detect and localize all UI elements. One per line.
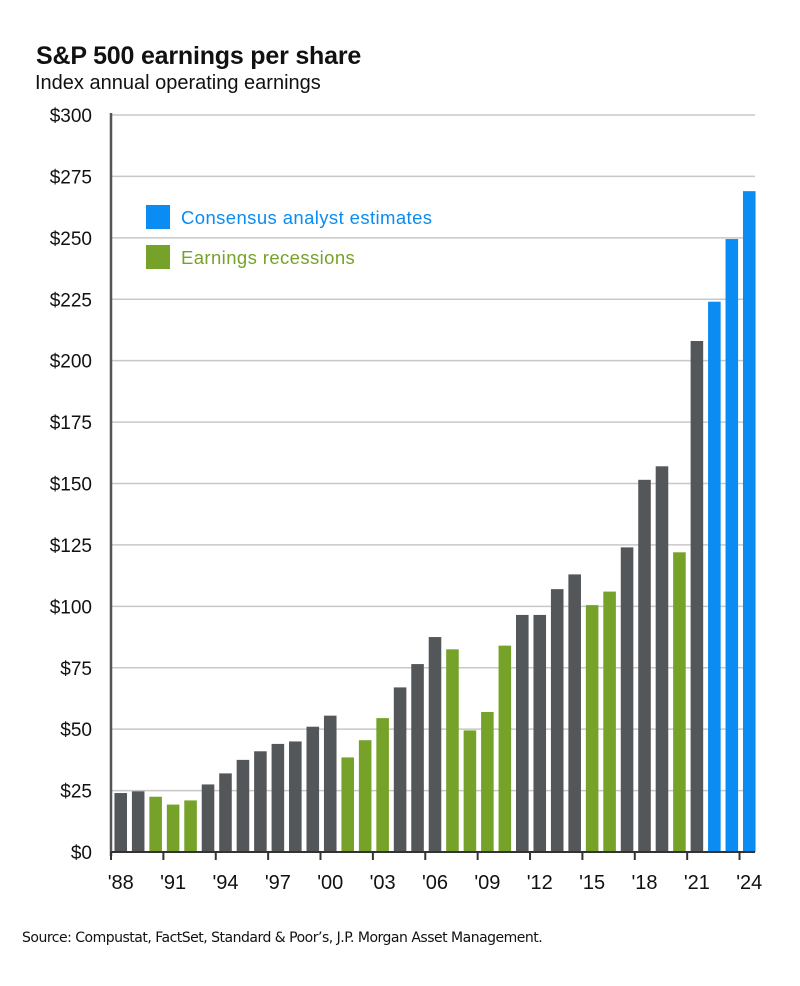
x-tick-label: '15 xyxy=(579,872,605,894)
x-tick-label: '94 xyxy=(212,872,238,894)
bar-2000 xyxy=(323,715,337,852)
bar-1999 xyxy=(306,726,320,852)
x-tick-label: '06 xyxy=(422,872,448,894)
bar-2015 xyxy=(585,605,599,852)
y-tick-label: $25 xyxy=(60,782,92,803)
bar-2012 xyxy=(533,614,547,852)
bar-1989 xyxy=(131,791,145,852)
bar-2020 xyxy=(673,552,686,852)
bar-2010 xyxy=(498,645,512,852)
x-tick-label: '00 xyxy=(317,872,343,894)
bar-2006 xyxy=(428,637,442,852)
y-tick-label: $150 xyxy=(50,475,92,496)
y-tick-label: $50 xyxy=(60,720,92,741)
bar-2011 xyxy=(516,614,529,852)
bar-1988 xyxy=(114,793,128,852)
bar-2022 xyxy=(708,301,721,853)
bar-1993 xyxy=(201,784,215,852)
x-tick-label: '97 xyxy=(265,872,291,894)
bar-1998 xyxy=(289,741,302,852)
bars xyxy=(114,191,756,853)
x-tick-label: '91 xyxy=(160,872,186,894)
bar-1995 xyxy=(236,759,250,853)
y-tick-label: $250 xyxy=(50,229,92,250)
y-tick-label: $225 xyxy=(50,290,92,311)
bar-2017 xyxy=(620,547,634,852)
legend-label-recessions: Earnings recessions xyxy=(181,247,355,268)
bar-1996 xyxy=(254,751,267,852)
x-tick-label: '09 xyxy=(474,872,500,894)
y-tick-label: $100 xyxy=(50,597,92,618)
chart-subtitle: Index annual operating earnings xyxy=(35,72,321,94)
bar-2023 xyxy=(725,239,739,852)
x-tick-label: '03 xyxy=(370,872,396,894)
x-axis-ticks: '88 '91 '94 '97 '00 '03 '06 '09 '12 '15 '18 '21 '24 xyxy=(108,852,762,894)
bar-2013 xyxy=(550,589,564,852)
legend: Consensus analyst estimates Earnings rec… xyxy=(146,205,432,269)
bar-2014 xyxy=(568,574,581,852)
bar-2002 xyxy=(358,740,372,852)
bar-2005 xyxy=(411,664,424,852)
bar-1994 xyxy=(219,773,232,852)
bar-2016 xyxy=(603,591,616,852)
bar-2007 xyxy=(446,649,459,852)
bar-1990 xyxy=(149,796,162,852)
x-tick-label: '21 xyxy=(684,872,710,894)
eps-bar-chart: $0 $25 $50 $75 $100 $125 $150 $175 $200 $225 $250 $… xyxy=(50,106,763,894)
bar-2021 xyxy=(690,341,704,852)
bar-2024 xyxy=(742,191,756,852)
y-tick-label: $125 xyxy=(50,536,92,557)
y-tick-label: $300 xyxy=(50,106,92,127)
bar-2018 xyxy=(638,479,651,852)
x-tick-label: '18 xyxy=(631,872,657,894)
y-tick-label: $75 xyxy=(60,659,92,680)
bar-2009 xyxy=(481,711,494,852)
legend-label-estimates: Consensus analyst estimates xyxy=(181,207,432,228)
bar-2001 xyxy=(341,757,354,852)
bar-2008 xyxy=(463,730,477,852)
legend-swatch-recessions xyxy=(146,245,170,269)
x-tick-label: '24 xyxy=(736,872,762,894)
legend-swatch-estimates xyxy=(146,205,170,229)
bar-1991 xyxy=(166,804,180,852)
source-note: Source: Compustat, FactSet, Standard & P… xyxy=(22,930,543,946)
y-tick-label: $0 xyxy=(71,843,92,864)
x-tick-label: '88 xyxy=(108,872,134,894)
chart-title: S&P 500 earnings per share xyxy=(36,42,362,70)
y-axis-ticks: $0 $25 $50 $75 $100 $125 $150 $175 $200 $225 $250 $… xyxy=(50,106,92,864)
y-tick-label: $200 xyxy=(50,352,92,373)
bar-1997 xyxy=(271,743,285,852)
x-tick-label: '12 xyxy=(527,872,553,894)
bar-2004 xyxy=(393,687,407,852)
bar-1992 xyxy=(184,800,197,852)
y-tick-label: $275 xyxy=(50,167,92,188)
bar-2003 xyxy=(376,718,389,852)
bar-2019 xyxy=(655,466,669,852)
y-tick-label: $175 xyxy=(50,413,92,434)
